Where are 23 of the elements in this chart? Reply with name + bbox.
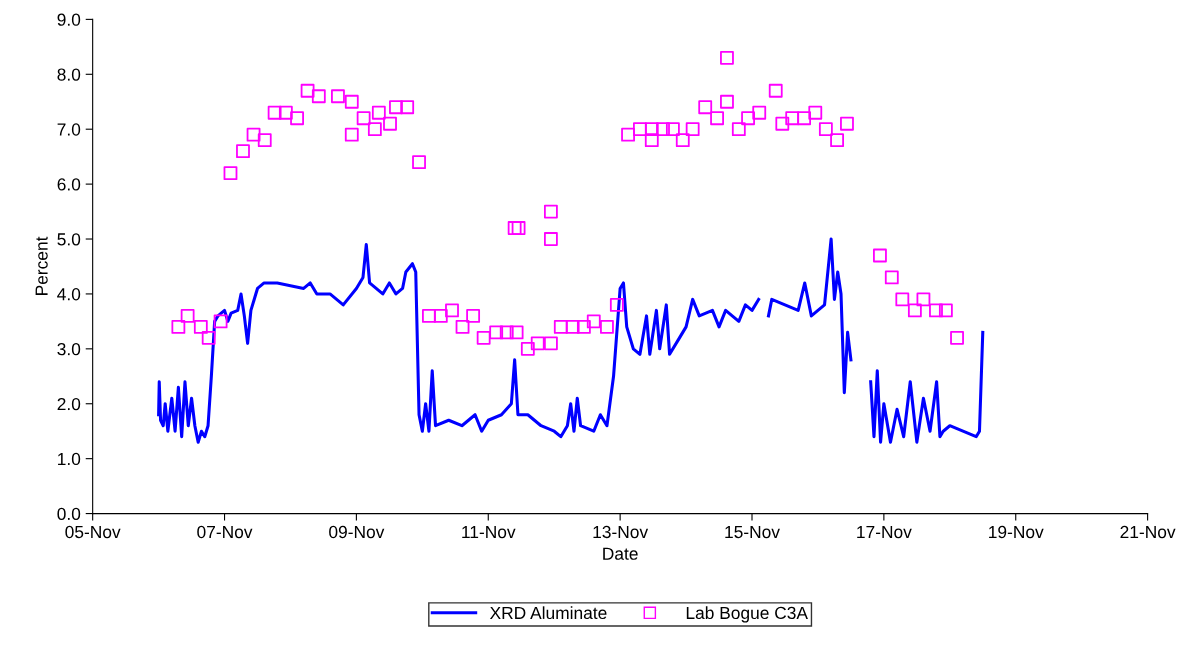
y-tick-label: 0.0 (57, 507, 81, 521)
x-tick-label: 05-Nov (65, 525, 121, 539)
x-axis-title: Date (603, 547, 638, 560)
x-tick-label: 11-Nov (462, 526, 516, 539)
y-tick-label: 5.0 (57, 233, 81, 246)
x-tick-label: 17-Nov (857, 526, 912, 539)
x-tick-label: 07-Nov (197, 525, 253, 539)
y-tick-label: 9.0 (57, 13, 81, 26)
y-tick-label: 3.0 (57, 343, 81, 356)
y-tick-label: 2.0 (57, 397, 81, 411)
legend-label: XRD Aluminate (489, 606, 607, 620)
y-tick-label: 8.0 (57, 68, 81, 81)
y-tick-label: 6.0 (57, 178, 81, 191)
y-axis-title: Percent (35, 236, 48, 295)
y-tick-label: 1.0 (58, 452, 81, 466)
y-tick-label: 7.0 (57, 123, 81, 136)
x-tick-label: 09-Nov (329, 525, 385, 539)
x-tick-label: 21-Nov (1120, 525, 1176, 539)
y-tick-label: 4.0 (57, 288, 81, 301)
x-tick-label: 13-Nov (593, 525, 649, 539)
x-tick-label: 19-Nov (989, 525, 1044, 539)
legend-label: Lab Bogue C3A (686, 606, 808, 623)
x-tick-label: 15-Nov (725, 526, 780, 539)
